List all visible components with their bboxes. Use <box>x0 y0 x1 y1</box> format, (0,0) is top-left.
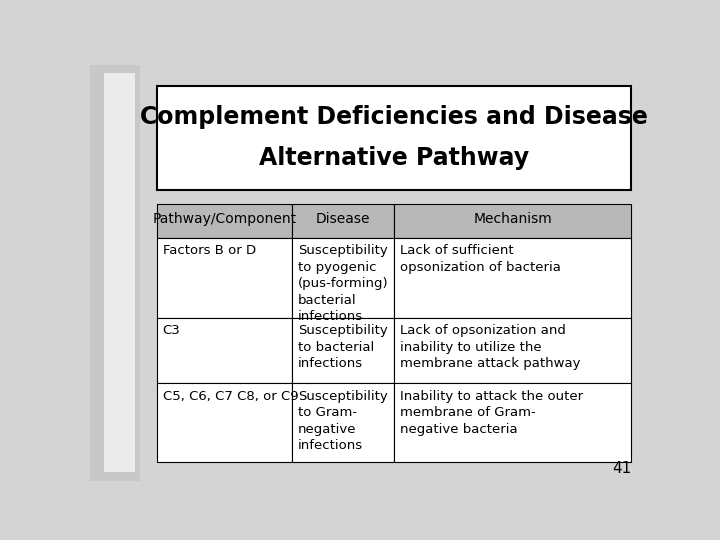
Bar <box>292 204 394 238</box>
Bar <box>157 238 292 318</box>
Bar <box>292 318 394 383</box>
Bar <box>292 383 394 462</box>
Text: Alternative Pathway: Alternative Pathway <box>259 146 529 170</box>
Text: Lack of sufficient
opsonization of bacteria: Lack of sufficient opsonization of bacte… <box>400 244 561 274</box>
Bar <box>292 238 394 318</box>
Text: Inability to attack the outer
membrane of Gram-
negative bacteria: Inability to attack the outer membrane o… <box>400 390 582 436</box>
Text: Factors B or D: Factors B or D <box>163 244 256 257</box>
Text: C3: C3 <box>163 324 180 337</box>
Bar <box>394 318 631 383</box>
Text: C5, C6, C7 C8, or C9: C5, C6, C7 C8, or C9 <box>163 390 298 403</box>
Text: Complement Deficiencies and Disease: Complement Deficiencies and Disease <box>140 105 648 129</box>
Bar <box>394 383 631 462</box>
Bar <box>104 73 135 472</box>
Text: Disease: Disease <box>316 212 370 226</box>
Text: Lack of opsonization and
inability to utilize the
membrane attack pathway: Lack of opsonization and inability to ut… <box>400 324 580 370</box>
Bar <box>157 383 292 462</box>
Bar <box>394 238 631 318</box>
Bar <box>157 204 292 238</box>
Text: Pathway/Component: Pathway/Component <box>153 212 297 226</box>
Text: 41: 41 <box>612 462 631 476</box>
Bar <box>157 318 292 383</box>
Bar <box>90 65 140 481</box>
Text: Mechanism: Mechanism <box>473 212 552 226</box>
Text: Susceptibility
to pyogenic
(pus-forming)
bacterial
infections: Susceptibility to pyogenic (pus-forming)… <box>297 244 388 323</box>
Bar <box>394 204 631 238</box>
Text: Susceptibility
to bacterial
infections: Susceptibility to bacterial infections <box>297 324 387 370</box>
Text: Susceptibility
to Gram-
negative
infections: Susceptibility to Gram- negative infecti… <box>297 390 387 453</box>
Bar <box>157 85 631 190</box>
